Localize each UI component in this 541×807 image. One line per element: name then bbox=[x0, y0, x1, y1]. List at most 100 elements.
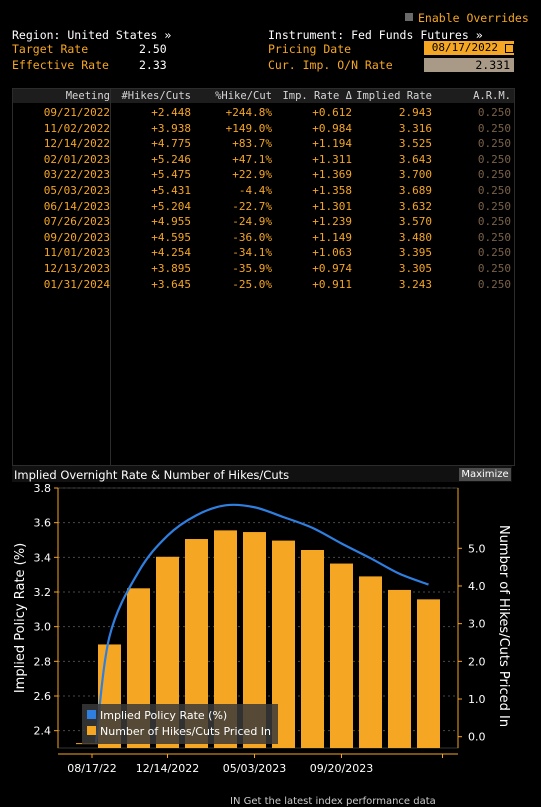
y-tick-label: 3.4 bbox=[34, 551, 52, 564]
y-right-tick-label: 1.0 bbox=[468, 693, 486, 706]
maximize-button[interactable]: Maximize bbox=[459, 468, 511, 481]
table-row[interactable]: 12/14/2022 +4.775 +83.7% +1.194 3.525 0.250 bbox=[13, 136, 514, 151]
cell-imp-rate-delta: +1.194 bbox=[312, 137, 352, 151]
footer-text: IN Get the latest index performance data bbox=[230, 796, 436, 807]
table-row[interactable]: 09/21/2022 +2.448 +244.8% +0.612 2.943 0.250 bbox=[13, 105, 514, 120]
cell-implied-rate: 3.305 bbox=[398, 262, 432, 275]
y-right-axis-title: Number of Hikes/Cuts Priced In bbox=[496, 525, 511, 727]
legend-label-line: Implied Policy Rate (%) bbox=[100, 709, 227, 722]
enable-overrides-checkbox[interactable] bbox=[405, 13, 413, 21]
cell-hikes-cuts: +5.246 bbox=[151, 152, 191, 166]
cell-meeting: 09/20/2023 bbox=[43, 230, 110, 244]
table-row[interactable]: 12/13/2023 +3.895 -35.9% +0.974 3.305 0.250 bbox=[13, 261, 514, 276]
cur-imp-label: Cur. Imp. O/N Rate bbox=[268, 58, 393, 72]
table-row[interactable]: 02/01/2023 +5.246 +47.1% +1.311 3.643 0.250 bbox=[13, 152, 514, 167]
cur-imp-rate-field[interactable]: 2.331 bbox=[424, 58, 514, 72]
cell-imp-rate-delta: +1.301 bbox=[312, 199, 352, 213]
cell-implied-rate: 3.632 bbox=[398, 199, 432, 213]
cell-hikes-cuts: +2.448 bbox=[151, 106, 191, 119]
x-tick-label: 12/14/2022 bbox=[136, 762, 199, 775]
instrument-selector[interactable]: Instrument: Fed Funds Futures » bbox=[268, 28, 483, 42]
cell-meeting: 03/22/2023 bbox=[43, 168, 110, 182]
cell-arm: 0.250 bbox=[477, 121, 511, 135]
col-meeting[interactable]: Meeting bbox=[65, 90, 110, 102]
table-row[interactable]: 05/03/2023 +5.431 -4.4% +1.358 3.689 0.250 bbox=[13, 183, 514, 198]
y-axis-title: Implied Policy Rate (%) bbox=[13, 543, 28, 693]
cell-implied-rate: 3.643 bbox=[398, 152, 432, 166]
cell-implied-rate: 2.943 bbox=[398, 106, 432, 119]
implied-rate-line bbox=[94, 503, 429, 743]
cell-pct-hike-cut: -4.4% bbox=[238, 184, 272, 197]
legend-swatch-line bbox=[87, 710, 96, 719]
cell-imp-rate-delta: +0.612 bbox=[312, 106, 352, 119]
legend-swatch-bar bbox=[87, 726, 96, 735]
bar bbox=[272, 540, 295, 748]
col-imp-rate-delta[interactable]: Imp. Rate Δ bbox=[282, 90, 352, 102]
enable-overrides-label[interactable]: Enable Overrides bbox=[418, 11, 529, 25]
rates-table: Meeting #Hikes/Cuts %Hike/Cut Imp. Rate … bbox=[12, 88, 515, 466]
legend-box bbox=[82, 704, 278, 744]
bar bbox=[301, 549, 324, 748]
region-selector[interactable]: Region: United States » bbox=[12, 28, 172, 42]
cell-implied-rate: 3.480 bbox=[398, 230, 432, 244]
cell-arm: 0.250 bbox=[477, 137, 511, 151]
cell-implied-rate: 3.700 bbox=[398, 168, 432, 182]
cell-implied-rate: 3.395 bbox=[398, 246, 432, 260]
header-panel: Region: United States » Instrument: Fed … bbox=[0, 0, 541, 86]
pricing-date-value: 08/17/2022 bbox=[431, 41, 498, 54]
effective-rate-label: Effective Rate bbox=[12, 58, 109, 72]
pricing-date-input[interactable]: 08/17/2022 bbox=[424, 41, 514, 55]
cell-hikes-cuts: +4.775 bbox=[151, 137, 191, 151]
cell-pct-hike-cut: -22.7% bbox=[232, 199, 272, 213]
calendar-icon[interactable] bbox=[505, 44, 514, 53]
cell-hikes-cuts: +4.595 bbox=[151, 230, 191, 244]
legend-label-bar: Number of Hikes/Cuts Priced In bbox=[100, 725, 271, 738]
cell-hikes-cuts: +3.895 bbox=[151, 262, 191, 275]
bar bbox=[388, 589, 411, 748]
table-row[interactable]: 09/20/2023 +4.595 -36.0% +1.149 3.480 0.250 bbox=[13, 230, 514, 245]
pricing-date-label: Pricing Date bbox=[268, 42, 352, 56]
cell-implied-rate: 3.570 bbox=[398, 215, 432, 229]
cell-meeting: 06/14/2023 bbox=[43, 199, 110, 213]
cell-arm: 0.250 bbox=[477, 152, 511, 166]
rate-chart: 3.8 3.6 3.4 3.2 3.0 2.8 2.6 2.4 5.0 4.0 3.0 2.0 1.0 0… bbox=[13, 482, 511, 775]
cell-arm: 0.250 bbox=[477, 168, 511, 182]
cell-hikes-cuts: +5.475 bbox=[151, 168, 191, 182]
col-arm[interactable]: A.R.M. bbox=[473, 90, 511, 102]
bar bbox=[185, 539, 208, 748]
cell-pct-hike-cut: -25.0% bbox=[232, 277, 272, 291]
table-row[interactable]: 03/22/2023 +5.475 +22.9% +1.369 3.700 0.250 bbox=[13, 167, 514, 182]
col-implied-rate[interactable]: Implied Rate bbox=[356, 90, 432, 102]
target-rate-label: Target Rate bbox=[12, 42, 89, 56]
cell-arm: 0.250 bbox=[477, 262, 511, 275]
cell-pct-hike-cut: +47.1% bbox=[232, 152, 272, 166]
cell-arm: 0.250 bbox=[477, 184, 511, 197]
table-row[interactable]: 06/14/2023 +5.204 -22.7% +1.301 3.632 0.250 bbox=[13, 199, 514, 214]
bar bbox=[417, 599, 440, 748]
cell-meeting: 11/01/2023 bbox=[43, 246, 110, 260]
y-right-tick-label: 0.0 bbox=[468, 731, 486, 744]
chart-title-bar bbox=[12, 466, 512, 482]
cell-imp-rate-delta: +0.974 bbox=[312, 262, 352, 275]
bar bbox=[359, 576, 382, 748]
cell-meeting: 02/01/2023 bbox=[43, 152, 110, 166]
bar bbox=[243, 532, 266, 748]
y-tick-label: 2.6 bbox=[34, 690, 52, 703]
table-row[interactable]: 01/31/2024 +3.645 -25.0% +0.911 3.243 0.250 bbox=[13, 277, 514, 292]
table-row[interactable]: 07/26/2023 +4.955 -24.9% +1.239 3.570 0.250 bbox=[13, 214, 514, 229]
cell-arm: 0.250 bbox=[477, 230, 511, 244]
cell-arm: 0.250 bbox=[477, 106, 511, 119]
cell-implied-rate: 3.525 bbox=[398, 137, 432, 151]
col-hikes-cuts[interactable]: #Hikes/Cuts bbox=[121, 90, 191, 102]
cell-hikes-cuts: +5.204 bbox=[151, 199, 191, 213]
x-tick-label: 09/20/2023 bbox=[310, 762, 373, 775]
col-pct-hike-cut[interactable]: %Hike/Cut bbox=[215, 90, 272, 102]
cell-imp-rate-delta: +1.358 bbox=[312, 184, 352, 197]
cell-pct-hike-cut: -36.0% bbox=[232, 230, 272, 244]
x-tick-label: 05/03/2023 bbox=[223, 762, 286, 775]
table-row[interactable]: 11/02/2022 +3.938 +149.0% +0.984 3.316 0.250 bbox=[13, 121, 514, 136]
cell-imp-rate-delta: +1.063 bbox=[312, 246, 352, 260]
table-row[interactable]: 11/01/2023 +4.254 -34.1% +1.063 3.395 0.250 bbox=[13, 245, 514, 260]
y-tick-label: 3.8 bbox=[34, 482, 52, 495]
x-tick-label: 08/17/22 bbox=[67, 762, 116, 775]
